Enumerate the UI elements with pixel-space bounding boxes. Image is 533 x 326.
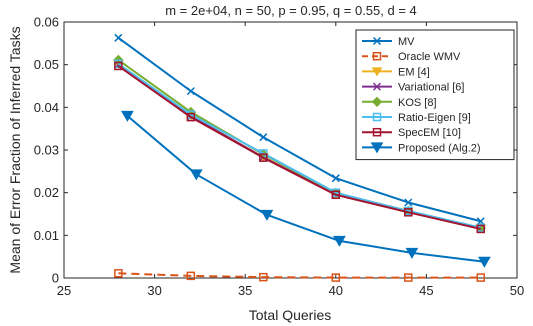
x-tick-label: 45 [419, 283, 433, 298]
legend-marker [372, 82, 382, 91]
legend-item: SpecEM [10] [362, 127, 461, 139]
series-line [117, 36, 482, 223]
legend-label: SpecEM [10] [398, 127, 461, 139]
data-point [331, 174, 340, 183]
data-point [259, 153, 268, 162]
data-point [405, 247, 419, 259]
data-point [404, 273, 413, 282]
data-point [476, 224, 486, 234]
y-tick-label: 0.05 [34, 57, 59, 72]
legend-label: KOS [8] [398, 97, 437, 109]
series-line [117, 65, 481, 230]
legend-item: KOS [8] [362, 96, 437, 109]
x-tick-label: 40 [329, 283, 343, 298]
y-tick-label: 0.06 [34, 15, 59, 30]
data-point [114, 33, 123, 42]
legend-item: Ratio-Eigen [9] [362, 112, 471, 124]
data-point [186, 112, 196, 122]
data-point [114, 61, 123, 71]
series-layer [112, 33, 491, 282]
series-1 [114, 269, 486, 282]
data-point [121, 110, 134, 122]
legend-label: Oracle WMV [398, 51, 461, 63]
legend-box [355, 29, 515, 161]
x-tick-label: 50 [510, 283, 524, 298]
legend-marker [371, 67, 383, 77]
series-line [117, 62, 481, 229]
y-tick-label: 0.03 [34, 143, 59, 158]
series-7 [121, 110, 491, 268]
legend-item: Variational [6] [362, 82, 464, 94]
y-tick-label: 0.04 [34, 100, 59, 115]
data-point [189, 169, 203, 181]
data-point [186, 87, 195, 96]
legend-marker [370, 142, 384, 154]
x-tick-label: 35 [238, 283, 252, 298]
x-tick-label: 30 [147, 283, 161, 298]
data-point [260, 209, 274, 221]
data-point [331, 273, 341, 282]
data-point [404, 198, 413, 207]
axis-ticks: 25 30 35 40 45 50 0 0.01 0.02 0.03 0.04 0.05 0.06 [34, 15, 525, 299]
data-point [333, 235, 346, 247]
data-point [259, 133, 268, 142]
data-point [114, 269, 123, 278]
series-line [126, 115, 485, 263]
legend-label: Variational [6] [398, 82, 464, 94]
data-point [478, 256, 491, 268]
data-point [331, 190, 341, 200]
legend-item: Proposed (Alg.2) [362, 142, 481, 154]
legend-marker [372, 51, 382, 61]
legend-item: MV [362, 36, 415, 48]
legend-marker [372, 36, 382, 46]
data-point [259, 272, 268, 282]
series-6 [114, 61, 486, 234]
chart-title: m = 2e+04, n = 50, p = 0.95, q = 0.55, d… [165, 3, 417, 18]
data-point [186, 271, 196, 281]
y-axis-label: Mean of Error Fraction of Inferred Tasks [7, 26, 23, 273]
legend-item: EM [4] [362, 66, 430, 78]
legend-label: Proposed (Alg.2) [398, 142, 481, 154]
legend: MV Oracle WMV EM [4] Variational [6] KOS [8]… [355, 29, 515, 161]
legend-label: MV [398, 36, 415, 48]
data-point [476, 273, 486, 282]
x-axis-label: Total Queries [249, 307, 331, 323]
legend-label: EM [4] [398, 66, 430, 78]
legend-marker [372, 127, 382, 137]
y-tick-label: 0.02 [34, 185, 59, 200]
legend-marker [371, 96, 383, 108]
series-0 [114, 33, 485, 226]
legend-label: Ratio-Eigen [9] [398, 112, 471, 124]
series-line [118, 272, 481, 279]
data-point [404, 208, 413, 217]
legend-item: Oracle WMV [362, 51, 461, 63]
y-tick-label: 0 [52, 271, 59, 286]
legend-marker [372, 112, 382, 122]
x-tick-label: 25 [57, 283, 71, 298]
y-tick-label: 0.01 [34, 228, 59, 243]
